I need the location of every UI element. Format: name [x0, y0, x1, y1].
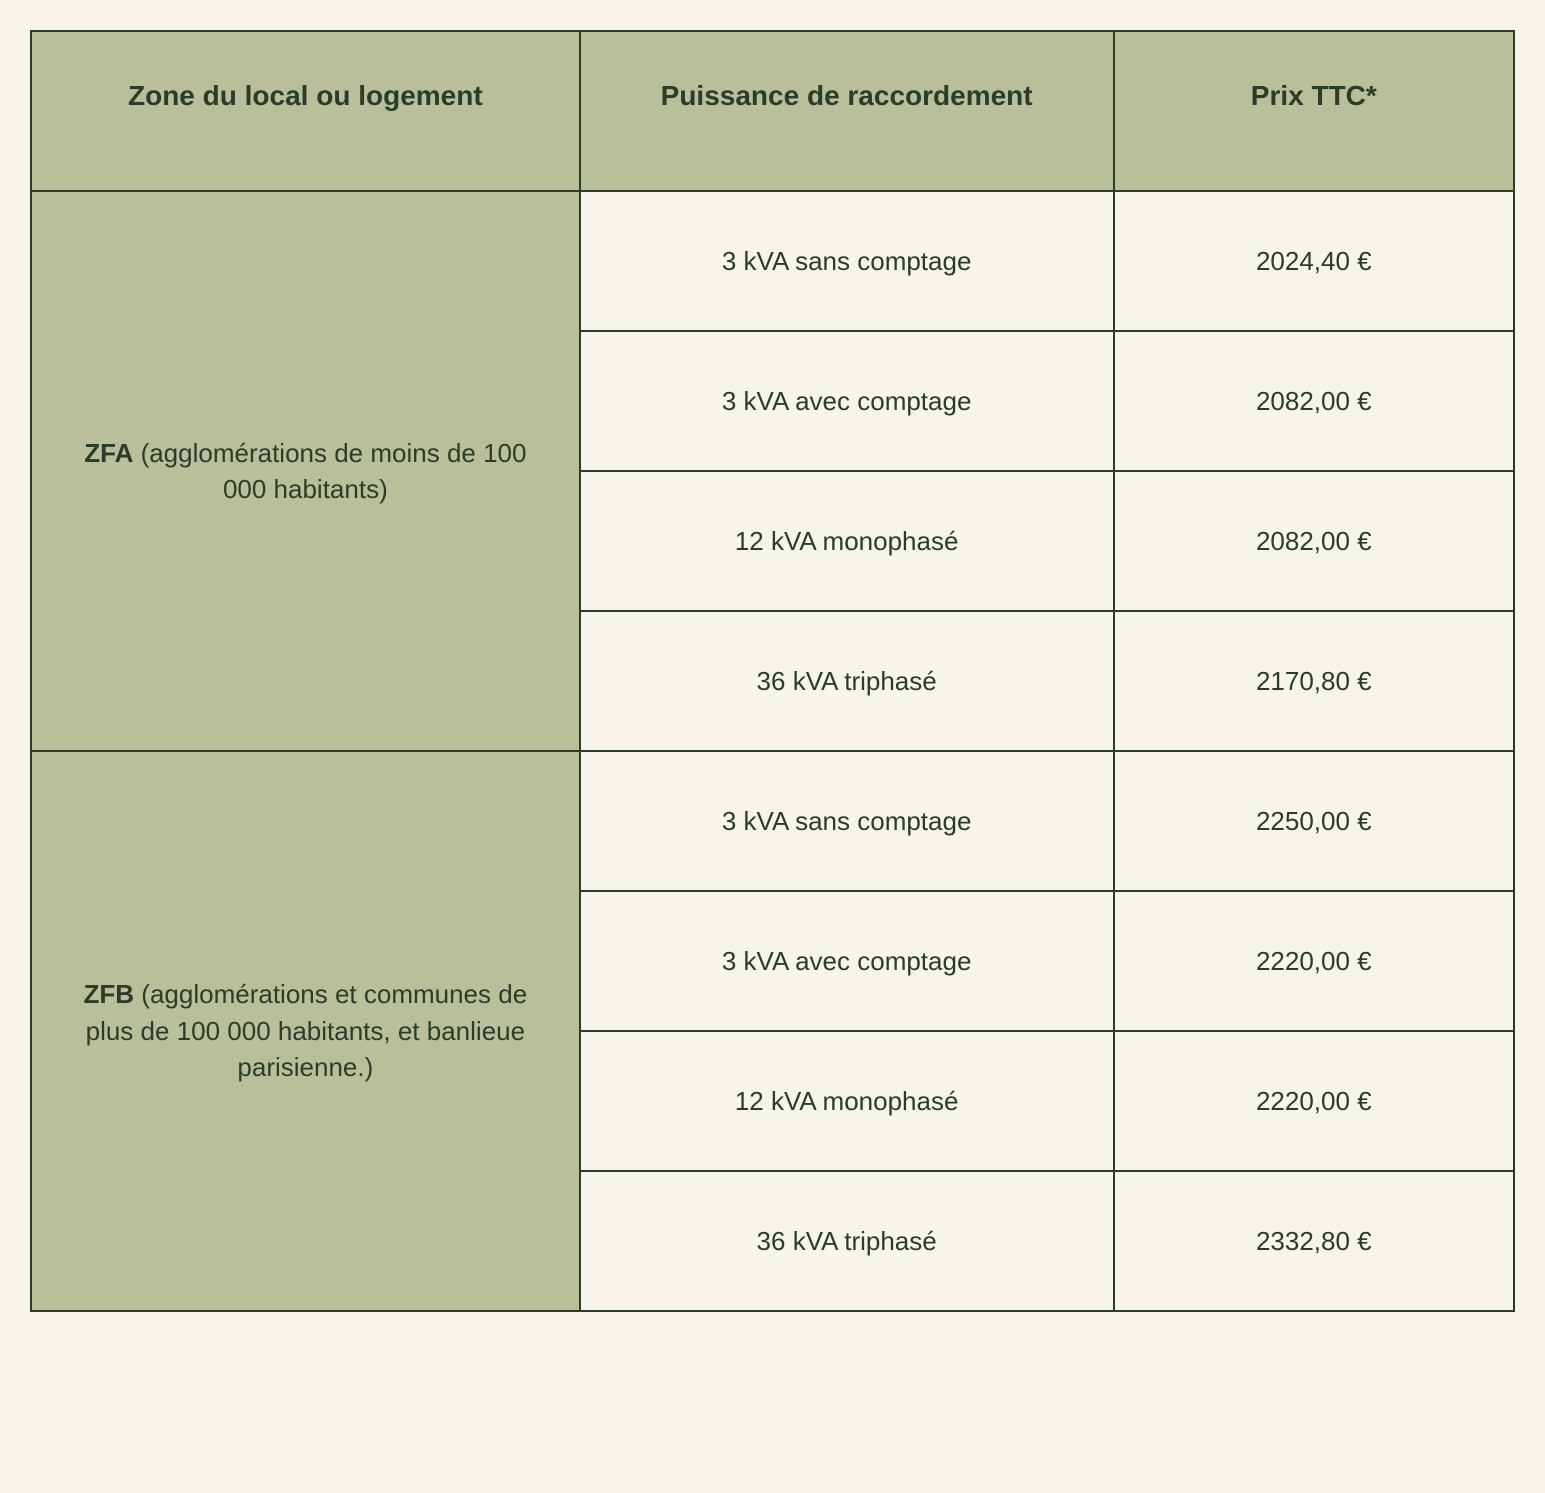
power-cell: 36 kVA triphasé	[580, 611, 1114, 751]
header-zone: Zone du local ou logement	[31, 31, 580, 191]
price-cell: 2024,40 €	[1114, 191, 1514, 331]
price-cell: 2082,00 €	[1114, 471, 1514, 611]
power-cell: 3 kVA sans comptage	[580, 191, 1114, 331]
price-cell: 2220,00 €	[1114, 1031, 1514, 1171]
zone-cell-zfb: ZFB (agglomérations et communes de plus …	[31, 751, 580, 1311]
power-cell: 12 kVA monophasé	[580, 471, 1114, 611]
zone-cell-zfa: ZFA (agglomérations de moins de 100 000 …	[31, 191, 580, 751]
price-cell: 2082,00 €	[1114, 331, 1514, 471]
price-cell: 2332,80 €	[1114, 1171, 1514, 1311]
header-price: Prix TTC*	[1114, 31, 1514, 191]
price-cell: 2250,00 €	[1114, 751, 1514, 891]
zone-code: ZFB	[84, 979, 135, 1009]
table-header-row: Zone du local ou logement Puissance de r…	[31, 31, 1514, 191]
price-cell: 2170,80 €	[1114, 611, 1514, 751]
zone-description: (agglomérations de moins de 100 000 habi…	[133, 438, 526, 504]
power-cell: 36 kVA triphasé	[580, 1171, 1114, 1311]
zone-code: ZFA	[84, 438, 133, 468]
pricing-table: Zone du local ou logement Puissance de r…	[30, 30, 1515, 1312]
power-cell: 3 kVA avec comptage	[580, 891, 1114, 1031]
header-power: Puissance de raccordement	[580, 31, 1114, 191]
power-cell: 3 kVA sans comptage	[580, 751, 1114, 891]
zone-description: (agglomérations et communes de plus de 1…	[86, 979, 528, 1082]
pricing-table-container: Zone du local ou logement Puissance de r…	[30, 30, 1515, 1312]
power-cell: 3 kVA avec comptage	[580, 331, 1114, 471]
table-row: ZFA (agglomérations de moins de 100 000 …	[31, 191, 1514, 331]
power-cell: 12 kVA monophasé	[580, 1031, 1114, 1171]
price-cell: 2220,00 €	[1114, 891, 1514, 1031]
table-row: ZFB (agglomérations et communes de plus …	[31, 751, 1514, 891]
